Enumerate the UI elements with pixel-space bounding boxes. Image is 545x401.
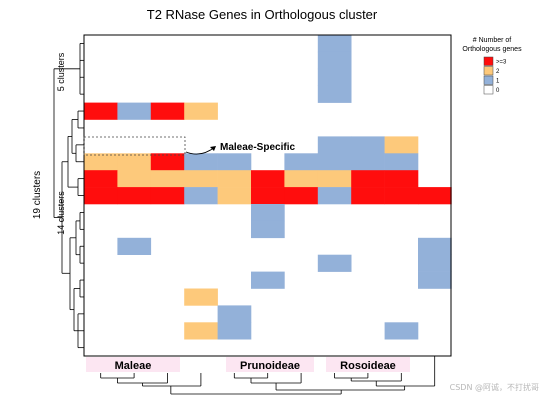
- heatmap-cell-r7-c4: [217, 153, 252, 171]
- heatmap-cell-r10-c5: [251, 204, 285, 222]
- heatmap-cell-r11-c5: [251, 220, 285, 239]
- heatmap-cell-r16-c4: [217, 305, 252, 323]
- heatmap-cell-r1-c7: [317, 51, 352, 70]
- group-label-maleae: Maleae: [115, 360, 152, 372]
- heatmap-cell-r6-c7: [317, 136, 352, 154]
- row-dendrogram: [53, 43, 84, 349]
- column-dendrogram: [100, 356, 436, 395]
- heatmap-cell-r9-c7: [317, 187, 352, 205]
- heatmap-cell-r8-c0: [84, 170, 118, 188]
- heatmap-cell-r9-c0: [84, 187, 118, 205]
- legend-swatch-2: [483, 75, 494, 85]
- heatmap-cell-r9-c5: [251, 187, 285, 205]
- heatmap-cell-r7-c1: [117, 153, 152, 171]
- heatmap-cell-r4-c1: [117, 102, 152, 120]
- heatmap-cell-r4-c2: [150, 102, 185, 120]
- annotation-label: Maleae-Specific: [220, 142, 295, 153]
- legend-title-line1: # Number of: [473, 37, 512, 44]
- heatmap-cell-r9-c9: [384, 187, 419, 205]
- heatmap-cell-r8-c1: [117, 170, 152, 188]
- heatmap-cell-r7-c7: [317, 153, 352, 171]
- row-label-bottom: 14 clusters: [56, 191, 66, 235]
- legend-title-line2: Orthologous genes: [462, 46, 522, 53]
- row-label-top: 5 clusters: [56, 52, 66, 91]
- legend-label-0: >=3: [496, 60, 507, 66]
- heatmap-cell-r8-c4: [217, 170, 252, 188]
- heatmap-cell-r6-c8: [351, 136, 385, 154]
- heatmap-cell-r9-c4: [217, 187, 252, 205]
- heatmap-cell-r7-c2: [150, 153, 185, 171]
- heatmap-cell-r4-c3: [184, 102, 218, 120]
- heatmap-cell-r3-c7: [317, 85, 352, 103]
- heatmap-cell-r13-c10: [418, 254, 452, 272]
- heatmap-cell-r14-c10: [418, 271, 452, 289]
- heatmap-cell-r8-c5: [251, 170, 285, 188]
- heatmap-cell-r9-c6: [284, 187, 319, 205]
- legend-swatch-3: [483, 85, 494, 95]
- group-bg-prunoideae: [226, 357, 314, 372]
- heatmap-cell-r14-c5: [251, 271, 285, 289]
- heatmap-cell-r7-c6: [284, 153, 319, 171]
- heatmap-cell-r4-c0: [84, 102, 118, 120]
- heatmap-cell-r8-c8: [351, 170, 385, 188]
- heatmap-cell-r8-c3: [184, 170, 218, 188]
- heatmap-cell-r7-c9: [384, 153, 419, 171]
- heatmap-cell-r2-c7: [317, 68, 352, 86]
- heatmap-cell-r9-c3: [184, 187, 218, 205]
- heatmap-cell-r12-c10: [418, 237, 452, 255]
- legend-label-3: 0: [496, 88, 500, 94]
- heatmap-cell-r8-c6: [284, 170, 319, 188]
- maleae-specific-box: [83, 136, 186, 156]
- heatmap-cell-r17-c4: [217, 322, 252, 340]
- heatmap-cell-r17-c3: [184, 322, 218, 340]
- heatmap-cell-r7-c0: [84, 153, 118, 171]
- legend-label-2: 1: [496, 79, 500, 85]
- group-bg-rosoideae: [326, 357, 410, 372]
- heatmap-cell-r9-c2: [150, 187, 185, 205]
- group-label-prunoideae: Prunoideae: [240, 360, 300, 372]
- heatmap-cell-r9-c10: [418, 187, 452, 205]
- heatmap-cell-r6-c9: [384, 136, 419, 154]
- annotation-arrow: [185, 146, 216, 155]
- legend-swatch-1: [483, 66, 494, 76]
- heatmap-cell-r7-c8: [351, 153, 385, 171]
- heatmap-cell-r9-c1: [117, 187, 152, 205]
- heatmap-cell-r12-c1: [117, 237, 152, 255]
- heatmap-cell-r15-c3: [184, 288, 218, 306]
- legend-swatch-0: [483, 56, 494, 66]
- heatmap-cell-r0-c7: [317, 35, 352, 53]
- chart-title: T2 RNase Genes in Orthologous cluster: [147, 7, 378, 22]
- heatmap-cell-r13-c7: [317, 254, 352, 272]
- heatmap-cell-r9-c8: [351, 187, 385, 205]
- annotation-arrowhead: [210, 146, 216, 151]
- row-label-total: 19 clusters: [32, 171, 43, 219]
- heatmap-cell-r8-c7: [317, 170, 352, 188]
- heatmap-cell-r8-c9: [384, 170, 419, 188]
- group-label-rosoideae: Rosoideae: [340, 360, 396, 372]
- watermark: CSDN @阿诚，不打扰哥: [449, 383, 539, 392]
- heatmap-cells: [84, 35, 452, 340]
- heatmap-cell-r17-c9: [384, 322, 419, 340]
- legend-items: >=3 2 1 0: [483, 56, 507, 95]
- legend: # Number of Orthologous genes >=3 2 1 0: [462, 37, 522, 95]
- group-bg-maleae: [86, 357, 180, 372]
- legend-label-1: 2: [496, 69, 500, 75]
- heatmap-cell-r7-c3: [184, 153, 218, 171]
- heatmap-cell-r8-c2: [150, 170, 185, 188]
